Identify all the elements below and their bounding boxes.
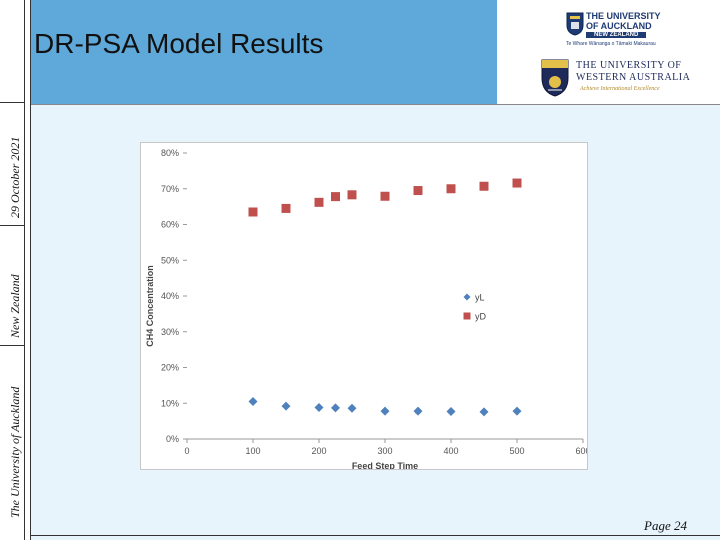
side-separator [0,345,24,346]
data-point-yL [331,403,340,413]
data-point-yD [347,190,357,200]
side-separator [0,102,24,103]
data-point-yL [314,403,324,413]
footer-divider [30,535,720,536]
auckland-logo [566,12,584,41]
x-axis-label: Feed Step Time [352,461,418,469]
header-bar [0,0,497,105]
data-point-yL [512,406,522,416]
side-strip [0,0,31,540]
legend-label-yL: yL [475,293,485,303]
data-point-yL [446,406,456,416]
uwa-logo-line1: THE UNIVERSITY OF [576,60,682,71]
x-tick-label: 400 [443,446,458,456]
data-point-yD [314,197,324,207]
data-point-yD [446,184,456,194]
uwa-crest-icon [541,59,569,97]
data-point-yL [479,407,489,417]
x-tick-label: 0 [184,446,189,456]
data-point-yD [248,207,258,217]
side-separator [0,225,24,226]
uwa-logo [540,58,570,103]
uwa-logo-line2: WESTERN AUSTRALIA [576,72,691,83]
header-divider [0,104,720,105]
logo-area [497,0,720,105]
x-tick-label: 100 [245,446,260,456]
page-number: Page 24 [644,518,687,533]
legend-marker-yL [463,293,471,301]
data-point-yD [331,192,340,202]
y-axis-label: CH4 Concentration [145,265,155,347]
data-point-yD [512,178,522,188]
y-tick-label: 20% [161,363,179,373]
auckland-logo-line1: THE UNIVERSITY [586,11,661,21]
y-tick-label: 80% [161,148,179,158]
uwa-logo-line3: Achieve International Excellence [580,86,660,92]
scatter-chart: 0% 10% 20% 30% 40% 50% 60% 70% 80% 0 100 200 300 400 5… [145,148,591,471]
y-tick-label: 70% [161,184,179,194]
side-divider [24,0,25,540]
y-tick-label: 40% [161,291,179,301]
legend-marker-yD [463,312,471,320]
data-point-yL [281,401,291,411]
data-point-yD [479,181,489,191]
data-point-yL [347,403,357,413]
y-tick-label: 0% [166,434,179,444]
data-point-yD [281,203,291,213]
data-point-yL [413,406,423,416]
y-tick-label: 50% [161,255,179,265]
y-tick-label: 30% [161,327,179,337]
x-tick-label: 500 [509,446,524,456]
data-point-yD [380,191,390,201]
data-point-yD [413,186,423,196]
side-country: New Zealand [8,274,22,338]
x-tick-label: 600 [575,446,587,456]
side-university: The University of Auckland [8,386,22,518]
x-tick-label: 300 [377,446,392,456]
data-point-yL [380,406,390,416]
x-tick-label: 200 [311,446,326,456]
auckland-logo-line3: NEW ZEALAND [586,32,647,38]
side-date: 29 October 2021 [8,136,22,218]
chart-panel: 0% 10% 20% 30% 40% 50% 60% 70% 80% 0 100 200 300 400 5… [140,142,591,471]
legend-label-yD: yD [475,312,487,322]
auckland-crest-icon [566,12,584,36]
auckland-logo-line2: OF AUCKLAND [586,21,652,31]
y-tick-label: 60% [161,220,179,230]
slide-title: DR-PSA Model Results [34,28,324,59]
auckland-logo-line4: Te Whare Wānanga o Tāmaki Makaurau [566,41,656,47]
data-point-yL [248,396,258,406]
y-tick-label: 10% [161,398,179,408]
